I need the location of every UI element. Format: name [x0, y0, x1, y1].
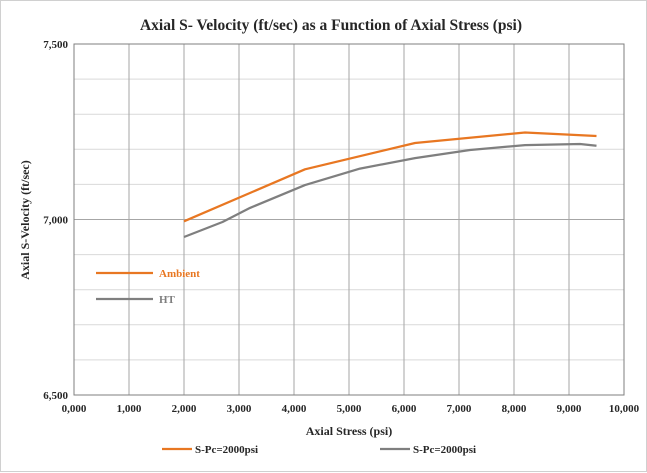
x-tick-label: 8,000 — [502, 403, 527, 415]
x-tick-labels: 0,000 1,000 2,000 3,000 4,000 5,000 6,000 7,000… — [62, 403, 640, 415]
x-tick-label: 4,000 — [282, 403, 307, 415]
y-tick-label: 7,000 — [43, 215, 68, 227]
x-tick-label: 0,000 — [62, 403, 87, 415]
annotation-label-2: HT — [159, 294, 176, 306]
x-tick-label: 7,000 — [447, 403, 472, 415]
x-tick-label: 2,000 — [172, 403, 197, 415]
x-tick-label: 9,000 — [557, 403, 582, 415]
x-tick-label: 10,000 — [609, 403, 640, 415]
grid-lines — [74, 44, 624, 395]
x-axis-label: Axial Stress (psi) — [306, 424, 392, 438]
x-tick-label: 5,000 — [337, 403, 362, 415]
series-line-2 — [184, 144, 597, 237]
annotation-label-1: Ambient — [159, 268, 200, 280]
legend-label-1: S-Pc=2000psi — [195, 444, 258, 456]
legend-label-2: S-Pc=2000psi — [413, 444, 476, 456]
y-axis-label: Axial S-Velocity (ft/sec) — [18, 160, 32, 280]
x-tick-label: 1,000 — [117, 403, 142, 415]
x-tick-label: 6,000 — [392, 403, 417, 415]
y-tick-label: 6,500 — [43, 390, 68, 402]
y-tick-label: 7,500 — [43, 39, 68, 51]
x-tick-label: 3,000 — [227, 403, 252, 415]
legend: S-Pc=2000psi S-Pc=2000psi — [162, 444, 476, 456]
y-tick-labels: 6,500 7,000 7,500 — [43, 39, 68, 402]
chart-title: Axial S- Velocity (ft/sec) as a Function… — [140, 17, 522, 34]
in-plot-annotations: Ambient HT — [96, 268, 200, 306]
